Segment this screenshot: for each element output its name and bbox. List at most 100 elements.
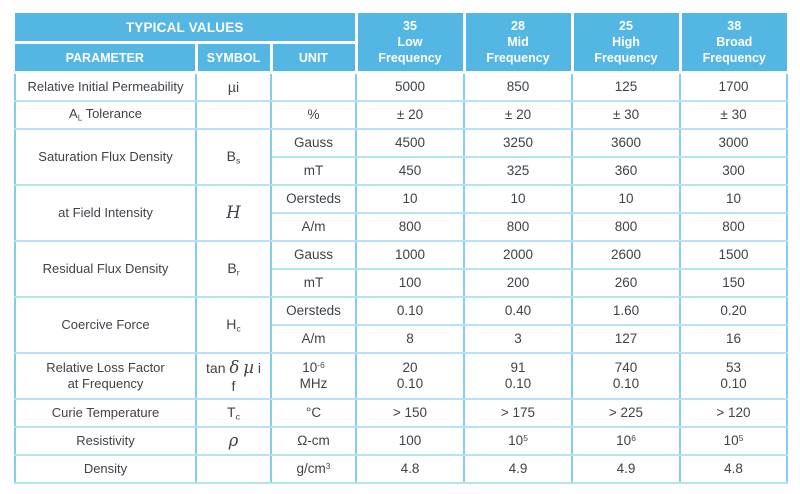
value-cell: ± 30 [572, 101, 681, 130]
symbol-cell [196, 101, 272, 130]
header-unit: UNIT [271, 42, 358, 74]
symbol-cell: Bs [196, 129, 272, 186]
value-cell: 800 [680, 213, 788, 242]
parameter-cell: Curie Temperature [14, 399, 197, 428]
value-cell: 740 0.10 [572, 353, 681, 400]
value-cell: 0.20 [680, 297, 788, 326]
header-row-2: PARAMETER SYMBOL UNIT [15, 42, 787, 74]
value-cell: 1500 [680, 241, 788, 270]
table-row: Saturation Flux Density Bs Gauss 4500 3250 36… [14, 129, 788, 186]
unit-cell: A/m [271, 213, 357, 242]
value-cell: 127 [572, 325, 681, 354]
value-cell: 53 0.10 [680, 353, 788, 400]
parameter-cell: Resistivity [14, 427, 197, 456]
unit-cell [271, 72, 357, 102]
value-cell: 16 [680, 325, 788, 354]
value-cell: 260 [572, 269, 681, 298]
header-material-28: 28 Mid Frequency [464, 13, 574, 74]
parameter-cell: Residual Flux Density [14, 241, 197, 298]
value-cell: 4.8 [356, 455, 465, 484]
unit-cell: 10-6 MHz [271, 353, 357, 400]
symbol-cell: H [196, 185, 272, 242]
value-cell: 850 [464, 72, 573, 102]
parameter-cell: Relative Loss Factor at Frequency [14, 353, 197, 400]
table-row: Residual Flux Density Br Gauss 1000 2000 2600… [14, 241, 788, 298]
value-cell: 800 [572, 213, 681, 242]
value-cell: 0.40 [464, 297, 573, 326]
value-cell: ± 30 [680, 101, 788, 130]
value-cell: 4.9 [572, 455, 681, 484]
header-material-38: 38 Broad Frequency [680, 13, 787, 74]
value-cell: 105 [680, 427, 788, 456]
value-cell: ± 20 [356, 101, 465, 130]
value-cell: > 175 [464, 399, 573, 428]
table-row: Relative Loss Factor at Frequency tan δ µ … [14, 353, 788, 400]
header-symbol: SYMBOL [196, 42, 273, 74]
unit-cell: Oersteds [271, 185, 357, 214]
symbol-cell [196, 455, 272, 484]
unit-cell: % [271, 101, 357, 130]
value-cell: 10 [680, 185, 788, 214]
value-cell: 300 [680, 157, 788, 186]
table-row: A/m 8 3 127 16 [15, 325, 788, 354]
table-row: Resistivity ρ Ω-cm 100 105 106 105 [14, 427, 788, 456]
value-cell: 2000 [464, 241, 573, 270]
header-parameter: PARAMETER [15, 42, 198, 74]
table-row: mT 100 200 260 150 [15, 269, 788, 298]
value-cell: 800 [356, 213, 465, 242]
unit-cell: Gauss [271, 129, 357, 158]
value-cell: 450 [356, 157, 465, 186]
value-cell: 3600 [572, 129, 681, 158]
value-cell: 10 [464, 185, 573, 214]
table-row: AL Tolerance% ± 20 ± 20 ± 30 ± 30 [14, 101, 788, 130]
table-row: at Field Intensity H Oersteds 10 10 10 10 [14, 185, 788, 242]
table-row: Relative Initial Permeability µi 5000 850 12… [14, 72, 788, 102]
value-cell: 100 [356, 269, 465, 298]
symbol-cell: µi [196, 72, 272, 102]
parameter-cell: Coercive Force [14, 297, 197, 354]
value-cell: 20 0.10 [356, 353, 465, 400]
symbol-cell: Br [196, 241, 272, 298]
value-cell: 100 [356, 427, 465, 456]
unit-cell: A/m [271, 325, 357, 354]
value-cell: > 225 [572, 399, 681, 428]
unit-cell: Ω-cm [271, 427, 357, 456]
table-row: Coercive Force Hc Oersteds 0.10 0.40 1.60 0.20 [14, 297, 788, 354]
value-cell: 4.8 [680, 455, 788, 484]
table-row: mT 450 325 360 300 [15, 157, 788, 186]
unit-cell: mT [271, 269, 357, 298]
value-cell: 1.60 [572, 297, 681, 326]
value-cell: 10 [356, 185, 465, 214]
typical-values-table: TYPICAL VALUES 35 Low Frequency 28 Mid Freque… [14, 13, 788, 484]
value-cell: 150 [680, 269, 788, 298]
table-header: TYPICAL VALUES 35 Low Frequency 28 Mid Freque… [15, 13, 787, 74]
parameter-cell: AL Tolerance [14, 101, 197, 130]
value-cell: 1000 [356, 241, 465, 270]
table-row: Density g/cm3 4.8 4.9 4.9 4.8 [14, 455, 788, 484]
header-row-1: TYPICAL VALUES 35 Low Frequency 28 Mid Freque… [15, 13, 787, 74]
value-cell: 1700 [680, 72, 788, 102]
value-cell: 10 [572, 185, 681, 214]
symbol-cell: ρ [196, 427, 272, 456]
value-cell: 4.9 [464, 455, 573, 484]
value-cell: 125 [572, 72, 681, 102]
value-cell: 91 0.10 [464, 353, 573, 400]
value-cell: 5000 [356, 72, 465, 102]
parameter-cell: Relative Initial Permeability [14, 72, 197, 102]
value-cell: 2600 [572, 241, 681, 270]
unit-cell: mT [271, 157, 357, 186]
value-cell: 0.10 [356, 297, 465, 326]
symbol-cell: Tc [196, 399, 272, 428]
value-cell: 8 [356, 325, 465, 354]
value-cell: > 120 [680, 399, 788, 428]
value-cell: > 150 [356, 399, 465, 428]
header-typical-values: TYPICAL VALUES [15, 13, 358, 44]
value-cell: ± 20 [464, 101, 573, 130]
value-cell: 105 [464, 427, 573, 456]
unit-cell: Oersteds [271, 297, 357, 326]
unit-cell: Gauss [271, 241, 357, 270]
parameter-cell: at Field Intensity [14, 185, 197, 242]
parameter-cell: Saturation Flux Density [14, 129, 197, 186]
